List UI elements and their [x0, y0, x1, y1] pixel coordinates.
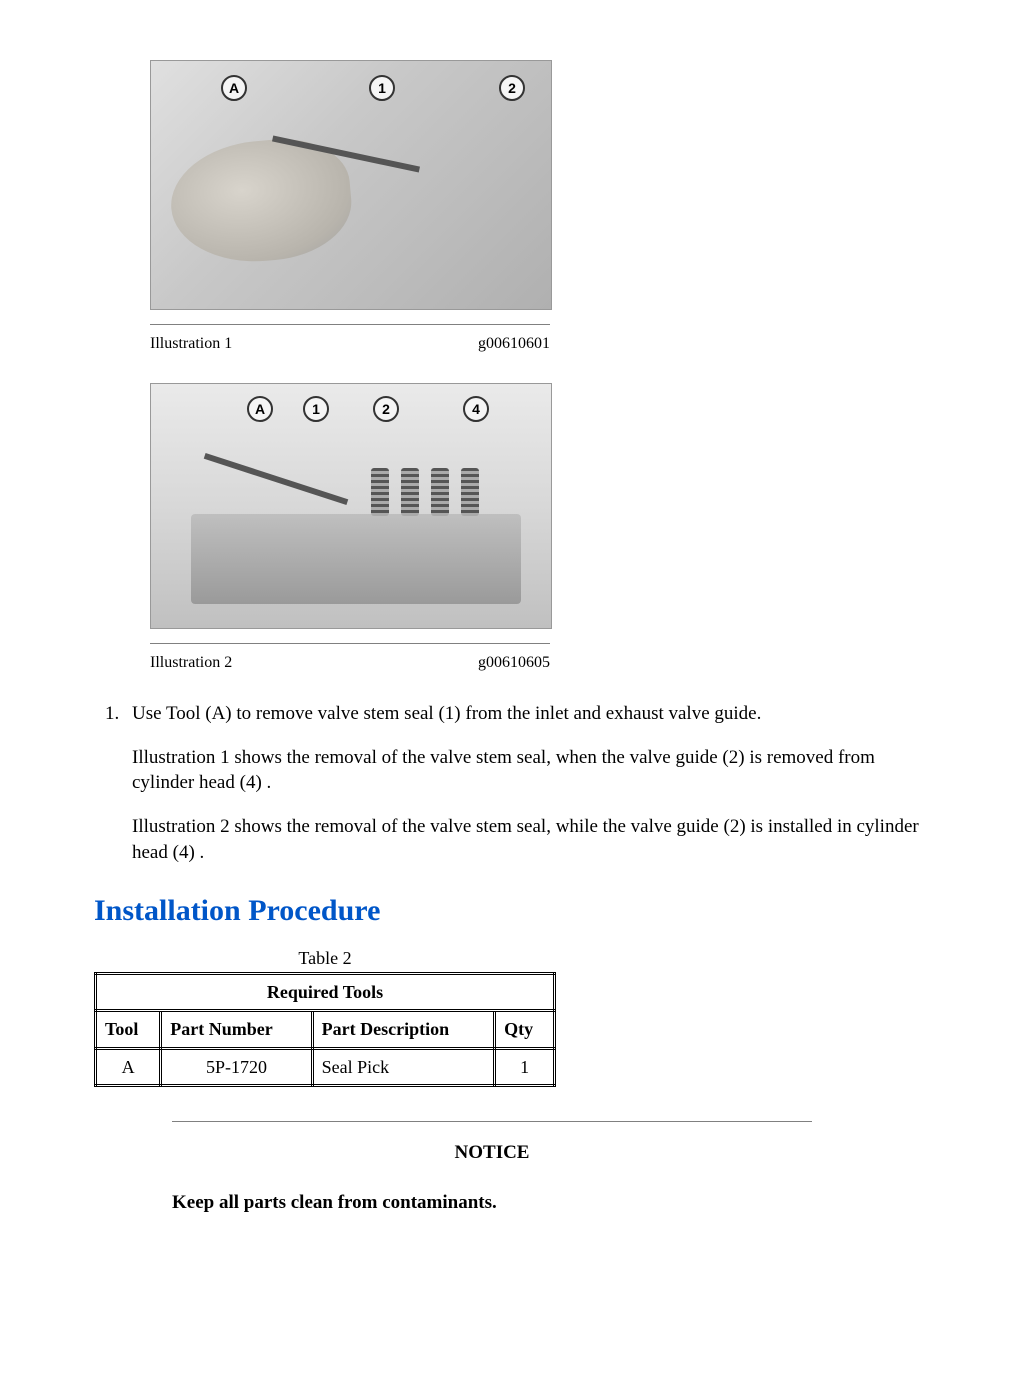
procedure-steps: Use Tool (A) to remove valve stem seal (… — [94, 701, 930, 865]
table-title-cell: Required Tools — [96, 974, 555, 1011]
table-header-row: Tool Part Number Part Description Qty — [96, 1011, 555, 1048]
step-1-text: Use Tool (A) to remove valve stem seal (… — [132, 703, 761, 724]
spring-placeholder — [371, 468, 389, 516]
cell-part-number: 5P-1720 — [161, 1048, 312, 1085]
illustration-1-image: A 1 2 — [150, 60, 552, 310]
illustration-2-rule — [150, 643, 550, 644]
spring-placeholder — [431, 468, 449, 516]
callout-2: 2 — [499, 75, 525, 101]
col-qty: Qty — [495, 1011, 555, 1048]
table-2-caption: Table 2 — [94, 946, 556, 970]
notice-rule — [172, 1121, 812, 1122]
spring-placeholder — [401, 468, 419, 516]
cell-part-description: Seal Pick — [312, 1048, 495, 1085]
hand-placeholder — [166, 133, 356, 268]
col-part-description: Part Description — [312, 1011, 495, 1048]
cylinder-head-placeholder — [191, 514, 521, 604]
illustration-1-rule — [150, 324, 550, 325]
notice-title: NOTICE — [172, 1140, 812, 1166]
col-part-number: Part Number — [161, 1011, 312, 1048]
notice-block: NOTICE Keep all parts clean from contami… — [172, 1121, 812, 1215]
illustration-1-caption: Illustration 1 g00610601 — [150, 333, 550, 355]
step-1-para-3: Illustration 2 shows the removal of the … — [132, 814, 930, 865]
callout-a: A — [247, 396, 273, 422]
illustration-1-label: Illustration 1 — [150, 333, 232, 355]
callout-1: 1 — [303, 396, 329, 422]
table-row: A 5P-1720 Seal Pick 1 — [96, 1048, 555, 1085]
callout-4: 4 — [463, 396, 489, 422]
table-title-row: Required Tools — [96, 974, 555, 1011]
callout-a: A — [221, 75, 247, 101]
illustration-2-image: A 1 2 4 — [150, 383, 552, 629]
step-1-para-2: Illustration 1 shows the removal of the … — [132, 745, 930, 796]
installation-procedure-heading: Installation Procedure — [94, 891, 930, 932]
illustration-1-gnum: g00610601 — [478, 333, 550, 355]
required-tools-table: Required Tools Tool Part Number Part Des… — [94, 972, 556, 1087]
illustration-2-label: Illustration 2 — [150, 652, 232, 674]
callout-1: 1 — [369, 75, 395, 101]
step-1: Use Tool (A) to remove valve stem seal (… — [124, 701, 930, 865]
tool-placeholder — [204, 453, 349, 505]
cell-tool: A — [96, 1048, 161, 1085]
illustration-2-caption: Illustration 2 g00610605 — [150, 652, 550, 674]
illustration-2-gnum: g00610605 — [478, 652, 550, 674]
col-tool: Tool — [96, 1011, 161, 1048]
spring-placeholder — [461, 468, 479, 516]
cell-qty: 1 — [495, 1048, 555, 1085]
illustration-1-block: A 1 2 Illustration 1 g00610601 — [150, 60, 930, 355]
notice-text: Keep all parts clean from contaminants. — [172, 1190, 812, 1216]
illustration-2-block: A 1 2 4 Illustration 2 g00610605 — [150, 383, 930, 674]
callout-2: 2 — [373, 396, 399, 422]
